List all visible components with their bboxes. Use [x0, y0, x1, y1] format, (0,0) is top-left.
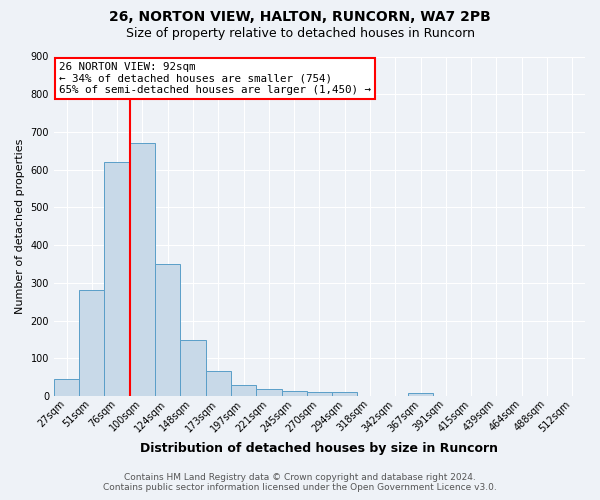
Bar: [54, 379, 79, 396]
Text: Contains HM Land Registry data © Crown copyright and database right 2024.
Contai: Contains HM Land Registry data © Crown c…: [103, 473, 497, 492]
Bar: [332, 392, 358, 396]
Bar: [79, 290, 104, 396]
Text: 26, NORTON VIEW, HALTON, RUNCORN, WA7 2PB: 26, NORTON VIEW, HALTON, RUNCORN, WA7 2P…: [109, 10, 491, 24]
Y-axis label: Number of detached properties: Number of detached properties: [15, 138, 25, 314]
Bar: [181, 340, 206, 396]
Bar: [155, 264, 181, 396]
Bar: [231, 384, 256, 396]
Bar: [206, 372, 231, 396]
Text: Size of property relative to detached houses in Runcorn: Size of property relative to detached ho…: [125, 28, 475, 40]
X-axis label: Distribution of detached houses by size in Runcorn: Distribution of detached houses by size …: [140, 442, 499, 455]
Bar: [408, 393, 433, 396]
Bar: [104, 162, 130, 396]
Bar: [130, 144, 155, 396]
Bar: [307, 392, 332, 396]
Bar: [256, 389, 281, 396]
Text: 26 NORTON VIEW: 92sqm
← 34% of detached houses are smaller (754)
65% of semi-det: 26 NORTON VIEW: 92sqm ← 34% of detached …: [59, 62, 371, 95]
Bar: [281, 392, 307, 396]
